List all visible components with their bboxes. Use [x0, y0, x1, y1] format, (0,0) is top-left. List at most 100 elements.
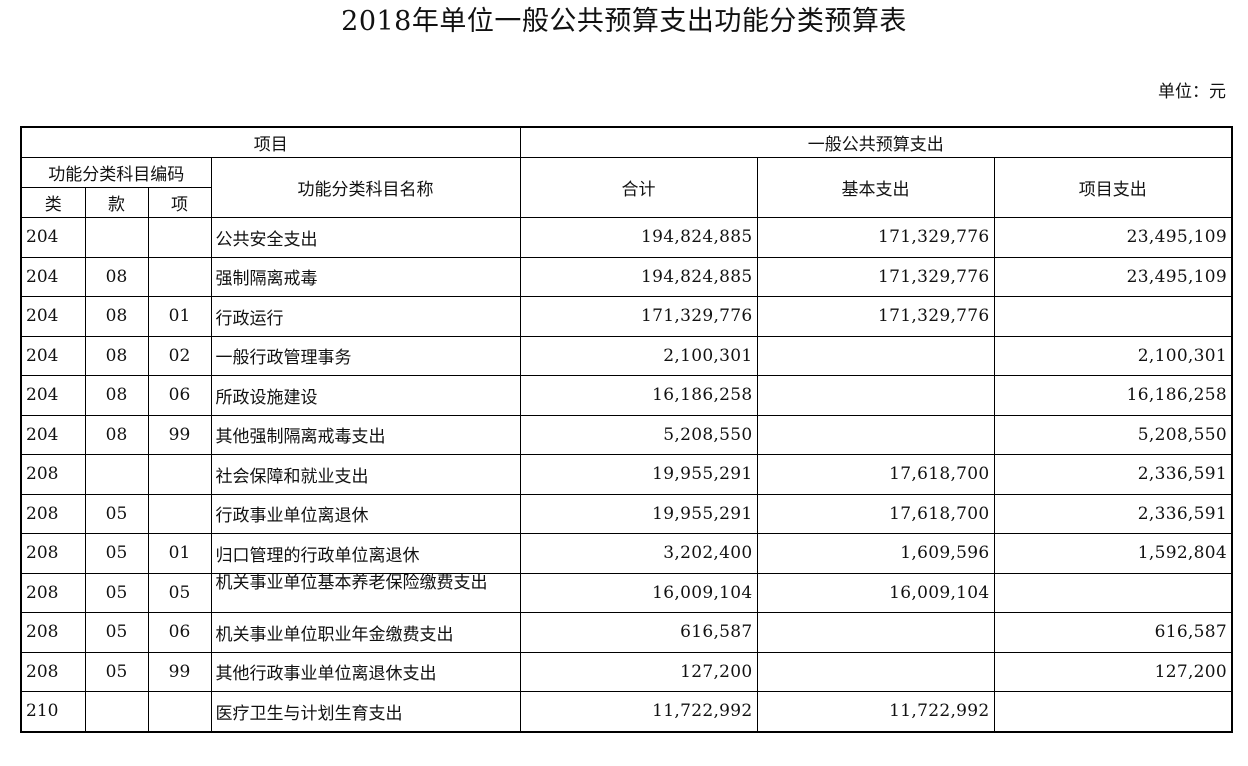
cell-name: 社会保障和就业支出	[210, 454, 521, 495]
cell-project	[993, 296, 1233, 337]
cell-kuan: 05	[84, 533, 149, 574]
table-row: 208 05 99 其他行政事业单位离退休支出 127,200 127,200	[20, 651, 1233, 692]
cell-total: 616,587	[519, 612, 758, 653]
cell-total: 16,186,258	[519, 375, 758, 416]
cell-lei: 208	[20, 493, 86, 534]
table-row: 208 05 行政事业单位离退休 19,955,291 17,618,700 2…	[20, 493, 1233, 534]
header-total: 合计	[519, 157, 758, 218]
cell-basic	[756, 612, 995, 653]
table-row: 204 08 06 所政设施建设 16,186,258 16,186,258	[20, 375, 1233, 416]
cell-name: 行政事业单位离退休	[210, 493, 521, 534]
table-header: 项目 一般公共预算支出 功能分类科目编码 功能分类科目名称 合计 基本支出 项目…	[20, 126, 1233, 218]
table-row: 204 公共安全支出 194,824,885 171,329,776 23,49…	[20, 217, 1233, 258]
cell-xiang: 02	[147, 335, 212, 376]
document-title: 2018年单位一般公共预算支出功能分类预算表	[341, 6, 907, 37]
table-row: 208 05 06 机关事业单位职业年金缴费支出 616,587 616,587	[20, 612, 1233, 653]
cell-name: 其他行政事业单位离退休支出	[210, 651, 521, 692]
cell-name: 机关事业单位基本养老保险缴费支出	[210, 572, 521, 613]
cell-name: 所政设施建设	[210, 375, 521, 416]
cell-project: 23,495,109	[993, 256, 1233, 297]
cell-basic: 171,329,776	[756, 256, 995, 297]
cell-lei: 208	[20, 572, 86, 613]
cell-xiang	[147, 256, 212, 297]
cell-total: 171,329,776	[519, 296, 758, 337]
cell-xiang: 01	[147, 296, 212, 337]
cell-kuan: 05	[84, 493, 149, 534]
table-row: 204 08 01 行政运行 171,329,776 171,329,776	[20, 296, 1233, 337]
cell-kuan: 05	[84, 612, 149, 653]
cell-lei: 208	[20, 454, 86, 495]
cell-basic: 16,009,104	[756, 572, 995, 613]
cell-name: 公共安全支出	[210, 217, 521, 258]
cell-kuan: 05	[84, 651, 149, 692]
table-row: 208 05 05 机关事业单位基本养老保险缴费支出 16,009,104 16…	[20, 572, 1233, 613]
header-basic: 基本支出	[756, 157, 995, 218]
cell-basic: 11,722,992	[756, 691, 995, 732]
header-project: 项目	[20, 126, 521, 158]
cell-lei: 204	[20, 296, 86, 337]
header-code-group: 功能分类科目编码	[20, 157, 212, 188]
cell-basic	[756, 375, 995, 416]
cell-xiang: 01	[147, 533, 212, 574]
cell-lei: 208	[20, 612, 86, 653]
cell-total: 3,202,400	[519, 533, 758, 574]
cell-basic	[756, 414, 995, 455]
cell-total: 194,824,885	[519, 217, 758, 258]
cell-xiang: 99	[147, 414, 212, 455]
cell-basic: 17,618,700	[756, 493, 995, 534]
cell-project: 127,200	[993, 651, 1233, 692]
cell-total: 16,009,104	[519, 572, 758, 613]
cell-lei: 208	[20, 533, 86, 574]
cell-kuan: 08	[84, 296, 149, 337]
header-project-expenditure: 项目支出	[993, 157, 1233, 218]
header-kuan: 款	[84, 187, 149, 218]
cell-basic: 171,329,776	[756, 217, 995, 258]
cell-xiang	[147, 217, 212, 258]
unit-label: 单位：元	[1158, 82, 1226, 102]
table-row: 204 08 99 其他强制隔离戒毒支出 5,208,550 5,208,550	[20, 414, 1233, 455]
cell-kuan	[84, 691, 149, 732]
cell-project: 2,100,301	[993, 335, 1233, 376]
cell-lei: 208	[20, 651, 86, 692]
cell-name: 强制隔离戒毒	[210, 256, 521, 297]
cell-lei: 204	[20, 375, 86, 416]
header-lei: 类	[20, 187, 86, 218]
cell-kuan: 08	[84, 335, 149, 376]
cell-total: 194,824,885	[519, 256, 758, 297]
cell-basic: 17,618,700	[756, 454, 995, 495]
cell-total: 11,722,992	[519, 691, 758, 732]
cell-name: 归口管理的行政单位离退休	[210, 533, 521, 574]
table-row: 210 医疗卫生与计划生育支出 11,722,992 11,722,992	[20, 691, 1233, 732]
cell-name: 机关事业单位职业年金缴费支出	[210, 612, 521, 653]
cell-name-text: 机关事业单位基本养老保险缴费支出	[215, 573, 488, 593]
cell-project	[993, 572, 1233, 613]
cell-name: 医疗卫生与计划生育支出	[210, 691, 521, 732]
table-row: 208 社会保障和就业支出 19,955,291 17,618,700 2,33…	[20, 454, 1233, 495]
budget-table: 项目 一般公共预算支出 功能分类科目编码 功能分类科目名称 合计 基本支出 项目…	[20, 126, 1233, 733]
cell-xiang: 06	[147, 612, 212, 653]
table-row: 204 08 02 一般行政管理事务 2,100,301 2,100,301	[20, 335, 1233, 376]
cell-total: 19,955,291	[519, 493, 758, 534]
cell-xiang: 06	[147, 375, 212, 416]
cell-kuan: 05	[84, 572, 149, 613]
cell-lei: 204	[20, 256, 86, 297]
header-general-budget: 一般公共预算支出	[519, 126, 1233, 158]
cell-name: 其他强制隔离戒毒支出	[210, 414, 521, 455]
cell-kuan: 08	[84, 414, 149, 455]
cell-kuan	[84, 217, 149, 258]
cell-xiang: 05	[147, 572, 212, 613]
cell-project	[993, 691, 1233, 732]
cell-xiang	[147, 493, 212, 534]
cell-total: 2,100,301	[519, 335, 758, 376]
cell-xiang	[147, 454, 212, 495]
table-row: 208 05 01 归口管理的行政单位离退休 3,202,400 1,609,5…	[20, 533, 1233, 574]
cell-basic: 171,329,776	[756, 296, 995, 337]
table-body: 204 公共安全支出 194,824,885 171,329,776 23,49…	[20, 217, 1233, 732]
cell-name: 行政运行	[210, 296, 521, 337]
header-xiang: 项	[147, 187, 212, 218]
cell-project: 23,495,109	[993, 217, 1233, 258]
cell-lei: 204	[20, 217, 86, 258]
cell-project: 616,587	[993, 612, 1233, 653]
cell-total: 127,200	[519, 651, 758, 692]
cell-xiang: 99	[147, 651, 212, 692]
